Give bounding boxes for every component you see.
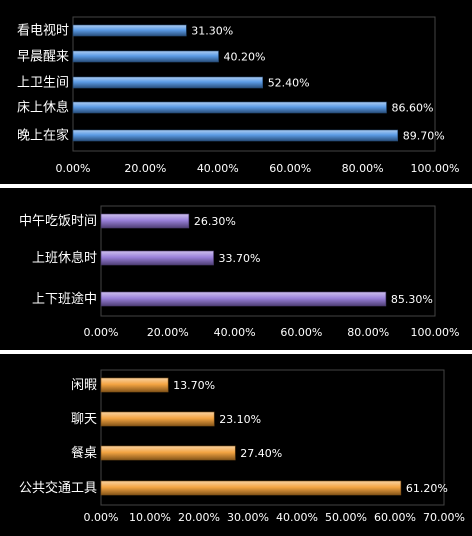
x-tick-label: 20.00% bbox=[178, 511, 220, 524]
bar bbox=[100, 213, 190, 229]
x-tick-label: 10.00% bbox=[129, 511, 171, 524]
data-label: 86.60% bbox=[391, 102, 433, 115]
x-tick-label: 70.00% bbox=[423, 511, 465, 524]
bar bbox=[72, 24, 187, 37]
bar bbox=[100, 445, 236, 461]
category-label: 中午吃饭时间 bbox=[19, 213, 97, 229]
bar-chart-3: 0.00% 10.00% 20.00% 30.00% 40.00% 50.00% 60.00… bbox=[19, 369, 465, 524]
category-label: 餐桌 bbox=[71, 445, 97, 461]
data-label: 33.70% bbox=[219, 252, 261, 265]
bar bbox=[100, 250, 214, 266]
bar bbox=[100, 480, 402, 496]
x-tick-label: 40.00% bbox=[197, 162, 239, 175]
x-tick-label: 50.00% bbox=[325, 511, 367, 524]
plot-area bbox=[100, 369, 445, 506]
chart-panel-1: 0.00% 20.00% 40.00% 60.00% 80.00% 100.00% 晚上在家… bbox=[0, 0, 472, 184]
bar bbox=[100, 411, 215, 427]
x-tick-label: 0.00% bbox=[84, 511, 119, 524]
category-label: 早晨醒来 bbox=[17, 50, 69, 65]
data-label: 31.30% bbox=[191, 25, 233, 38]
data-label: 85.30% bbox=[391, 293, 433, 306]
x-tick-label: 60.00% bbox=[374, 511, 416, 524]
data-label: 23.10% bbox=[219, 413, 261, 426]
bar bbox=[72, 50, 219, 63]
chart-panel-2: 0.00% 20.00% 40.00% 60.00% 80.00% 100.00% 上下班途… bbox=[0, 188, 472, 350]
x-tick-label: 100.00% bbox=[411, 326, 460, 339]
data-label: 89.70% bbox=[403, 130, 445, 143]
category-label: 看电视时 bbox=[17, 23, 69, 39]
chart-panel-3: 0.00% 10.00% 20.00% 30.00% 40.00% 50.00% 60.00… bbox=[0, 354, 472, 536]
x-tick-label: 0.00% bbox=[84, 326, 119, 339]
data-label: 52.40% bbox=[268, 77, 310, 90]
x-tick-label: 60.00% bbox=[280, 326, 322, 339]
bar bbox=[72, 129, 399, 142]
x-tick-label: 40.00% bbox=[276, 511, 318, 524]
bar bbox=[72, 76, 263, 89]
data-label: 61.20% bbox=[406, 482, 448, 495]
bar-chart-1: 0.00% 20.00% 40.00% 60.00% 80.00% 100.00% 晚上在家… bbox=[17, 16, 460, 175]
category-label: 公共交通工具 bbox=[19, 480, 97, 496]
x-tick-label: 100.00% bbox=[411, 162, 460, 175]
category-label: 晚上在家 bbox=[17, 128, 69, 144]
category-label: 聊天 bbox=[71, 412, 97, 427]
x-tick-label: 80.00% bbox=[342, 162, 384, 175]
bar bbox=[100, 291, 387, 307]
category-label: 上下班途中 bbox=[32, 291, 97, 307]
data-label: 26.30% bbox=[194, 215, 236, 228]
data-label: 13.70% bbox=[173, 379, 215, 392]
category-label: 床上休息 bbox=[17, 100, 69, 116]
bar bbox=[100, 377, 169, 393]
x-tick-label: 80.00% bbox=[347, 326, 389, 339]
bar-chart-2: 0.00% 20.00% 40.00% 60.00% 80.00% 100.00% 上下班途… bbox=[19, 205, 460, 339]
category-label: 闲暇 bbox=[71, 378, 97, 393]
bar bbox=[72, 101, 387, 114]
x-tick-label: 60.00% bbox=[269, 162, 311, 175]
category-label: 上卫生间 bbox=[17, 76, 69, 91]
x-tick-label: 20.00% bbox=[124, 162, 166, 175]
x-tick-label: 20.00% bbox=[147, 326, 189, 339]
x-tick-label: 30.00% bbox=[227, 511, 269, 524]
data-label: 40.20% bbox=[224, 51, 266, 64]
x-tick-label: 0.00% bbox=[56, 162, 91, 175]
data-label: 27.40% bbox=[240, 447, 282, 460]
category-label: 上班休息时 bbox=[32, 250, 97, 266]
x-tick-label: 40.00% bbox=[214, 326, 256, 339]
